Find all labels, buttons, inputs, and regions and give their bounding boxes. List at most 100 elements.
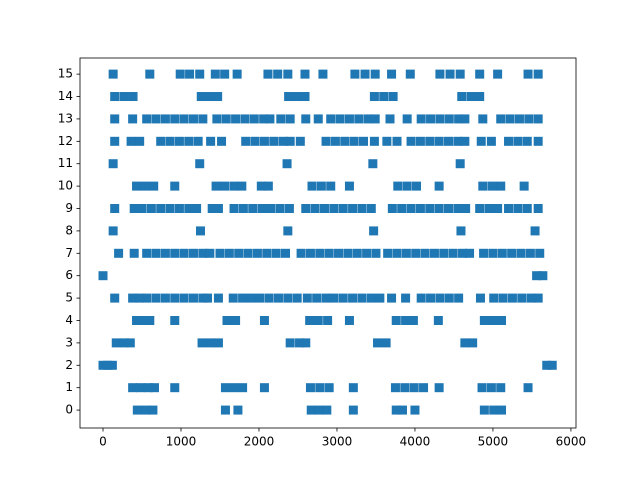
point	[292, 92, 302, 102]
point	[301, 338, 311, 348]
point	[330, 136, 340, 146]
point	[479, 248, 489, 258]
point	[306, 405, 316, 415]
point	[148, 405, 158, 415]
point	[149, 181, 159, 191]
point	[276, 114, 286, 124]
point	[406, 136, 416, 146]
point	[271, 248, 281, 258]
point	[533, 136, 543, 146]
point	[170, 293, 180, 303]
point	[188, 293, 198, 303]
point	[240, 114, 250, 124]
point	[514, 114, 524, 124]
point	[373, 338, 383, 348]
point	[119, 92, 129, 102]
point	[460, 136, 470, 146]
point	[406, 204, 416, 214]
point	[496, 383, 506, 393]
point	[426, 114, 436, 124]
point	[318, 69, 328, 79]
point	[170, 315, 180, 325]
point	[234, 248, 244, 258]
x-tick-label: 1000	[166, 435, 197, 449]
point	[338, 204, 348, 214]
point	[392, 248, 402, 258]
point	[151, 293, 161, 303]
point	[142, 293, 152, 303]
point	[426, 293, 436, 303]
point	[468, 338, 478, 348]
point	[425, 204, 435, 214]
point	[322, 405, 332, 415]
point	[278, 136, 288, 146]
point	[285, 136, 295, 146]
point	[387, 69, 397, 79]
point	[314, 405, 324, 415]
point	[489, 405, 499, 415]
point	[326, 114, 336, 124]
point	[538, 271, 548, 281]
point	[448, 248, 458, 258]
point	[349, 136, 359, 146]
point	[465, 248, 475, 258]
point	[125, 338, 135, 348]
point	[156, 136, 166, 146]
point	[107, 360, 117, 370]
point	[238, 293, 248, 303]
point	[229, 383, 239, 393]
y-tick-label: 5	[65, 291, 73, 305]
point	[385, 114, 395, 124]
point	[108, 69, 118, 79]
point	[283, 293, 293, 303]
point	[350, 69, 360, 79]
point	[517, 293, 527, 303]
point	[369, 136, 379, 146]
point	[185, 69, 195, 79]
point	[453, 136, 463, 146]
point	[165, 136, 175, 146]
point	[285, 114, 295, 124]
point	[262, 248, 272, 258]
point	[321, 136, 331, 146]
point	[132, 181, 142, 191]
point	[457, 92, 467, 102]
point	[493, 69, 503, 79]
point	[237, 181, 247, 191]
point	[170, 181, 180, 191]
point	[455, 69, 465, 79]
point	[409, 383, 419, 393]
point	[259, 114, 269, 124]
point	[344, 315, 354, 325]
point	[222, 315, 232, 325]
point	[444, 114, 454, 124]
y-tick-label: 0	[65, 403, 73, 417]
x-tick-label: 5000	[478, 435, 509, 449]
point	[213, 293, 223, 303]
point	[170, 114, 180, 124]
point	[103, 360, 113, 370]
y-tick-label: 12	[58, 134, 73, 148]
point	[300, 69, 310, 79]
point	[184, 136, 194, 146]
point	[524, 114, 534, 124]
point	[379, 92, 389, 102]
point	[305, 315, 315, 325]
point	[259, 383, 269, 393]
point	[497, 315, 507, 325]
point	[456, 226, 466, 236]
point	[391, 315, 401, 325]
point	[249, 114, 259, 124]
point	[149, 383, 159, 393]
point	[206, 338, 216, 348]
point	[387, 293, 397, 303]
point	[142, 114, 152, 124]
point	[410, 405, 420, 415]
point	[174, 204, 184, 214]
point	[232, 69, 242, 79]
point	[435, 293, 445, 303]
point	[420, 248, 430, 258]
y-tick-label: 8	[65, 223, 73, 237]
point	[366, 293, 376, 303]
point	[215, 248, 225, 258]
